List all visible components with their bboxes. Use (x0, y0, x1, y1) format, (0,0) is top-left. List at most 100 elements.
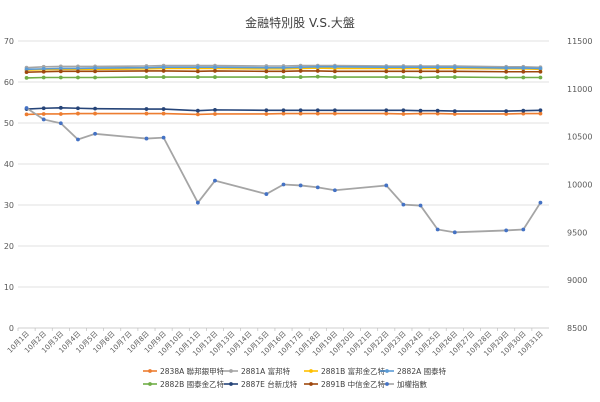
data-point (435, 75, 440, 79)
legend-item: 2891B 中信金乙特 (304, 379, 386, 389)
data-point (281, 182, 286, 187)
legend-item: 加權指數 (380, 379, 427, 389)
data-point (418, 203, 423, 208)
legend-label: 2891B 中信金乙特 (321, 379, 386, 389)
data-point (401, 108, 406, 113)
data-point (264, 192, 269, 196)
legend-label: 2882A 國泰特 (397, 366, 447, 376)
data-point (195, 65, 200, 70)
legend-marker (385, 382, 389, 386)
data-point (452, 65, 457, 70)
data-point (58, 69, 63, 74)
data-point (195, 75, 200, 79)
data-point (213, 75, 217, 79)
legend-label: 2882B 國泰金乙特 (160, 379, 225, 389)
data-point (41, 75, 46, 80)
y-tick-label: 50 (4, 119, 14, 128)
y2-tick-label: 8500 (567, 324, 587, 333)
data-point (144, 107, 149, 111)
data-point (195, 69, 200, 74)
data-point (76, 106, 80, 111)
y-tick-label: 40 (4, 160, 14, 169)
data-point (298, 69, 303, 73)
legend-item: 2881A 富邦特 (224, 366, 291, 376)
data-point (384, 183, 389, 188)
data-point (161, 111, 166, 116)
data-point (213, 107, 217, 112)
data-point (281, 65, 286, 70)
legend-item: 2887E 台新戊特 (224, 379, 298, 389)
data-point (418, 108, 423, 113)
x-axis: 10月1日10月2日10月3日10月4日10月5日10月6日10月7日10月8日… (6, 328, 545, 358)
series-加權指數 (24, 106, 543, 235)
data-point (264, 65, 269, 70)
data-point (93, 111, 97, 116)
data-point (401, 112, 406, 116)
data-point (298, 111, 303, 116)
data-point (281, 108, 286, 113)
data-point (521, 108, 526, 113)
data-point (452, 109, 457, 114)
data-point (264, 69, 269, 74)
data-point (538, 111, 543, 116)
data-point (298, 183, 303, 188)
data-point (384, 65, 389, 70)
legend-item: 2838A 聯邦銀甲特 (143, 366, 225, 376)
data-point (521, 66, 526, 70)
data-point (435, 111, 440, 116)
data-point (435, 227, 440, 232)
series-2882B 國泰金乙特 (24, 74, 543, 80)
data-point (161, 65, 166, 70)
y2-tick-label: 10500 (567, 133, 592, 142)
data-point (161, 69, 166, 73)
legend-label: 加權指數 (397, 379, 427, 389)
legend-item: 2881B 富邦金乙特 (304, 366, 386, 376)
data-point (418, 75, 423, 80)
data-point (213, 69, 217, 73)
legend-marker (148, 369, 152, 373)
data-point (93, 69, 97, 74)
data-point (24, 67, 29, 72)
data-point (58, 105, 63, 110)
data-point (24, 76, 29, 80)
y-axis-right: 8500 9000 9500 10000 10500 11000 11500 (567, 37, 592, 333)
data-point (521, 111, 526, 116)
series-2891B 中信金乙特 (24, 69, 543, 75)
data-point (538, 66, 543, 71)
data-point (521, 69, 526, 74)
y2-tick-label: 9000 (567, 276, 587, 285)
series-line (26, 107, 542, 234)
data-point (504, 112, 509, 116)
data-point (195, 200, 200, 205)
data-point (332, 64, 337, 69)
data-point (76, 111, 80, 116)
data-point (538, 108, 543, 113)
y2-tick-label: 11500 (567, 37, 592, 46)
data-point (418, 69, 423, 74)
data-point (332, 108, 337, 113)
data-point (161, 107, 166, 111)
data-point (452, 230, 457, 235)
series-line (26, 112, 541, 116)
data-point (93, 66, 97, 70)
data-point (418, 65, 423, 70)
data-point (315, 108, 320, 113)
data-point (58, 66, 63, 71)
data-point (435, 108, 440, 113)
data-point (332, 188, 337, 193)
data-point (298, 108, 303, 113)
legend-marker (385, 369, 389, 373)
data-point (93, 131, 97, 136)
data-point (401, 65, 406, 70)
data-point (521, 227, 526, 232)
data-point (144, 111, 149, 116)
data-point (213, 178, 217, 183)
data-point (195, 112, 200, 117)
data-point (58, 112, 63, 116)
data-point (504, 75, 509, 80)
data-point (452, 75, 457, 79)
data-point (24, 112, 29, 117)
data-point (401, 69, 406, 74)
data-point (332, 111, 337, 116)
